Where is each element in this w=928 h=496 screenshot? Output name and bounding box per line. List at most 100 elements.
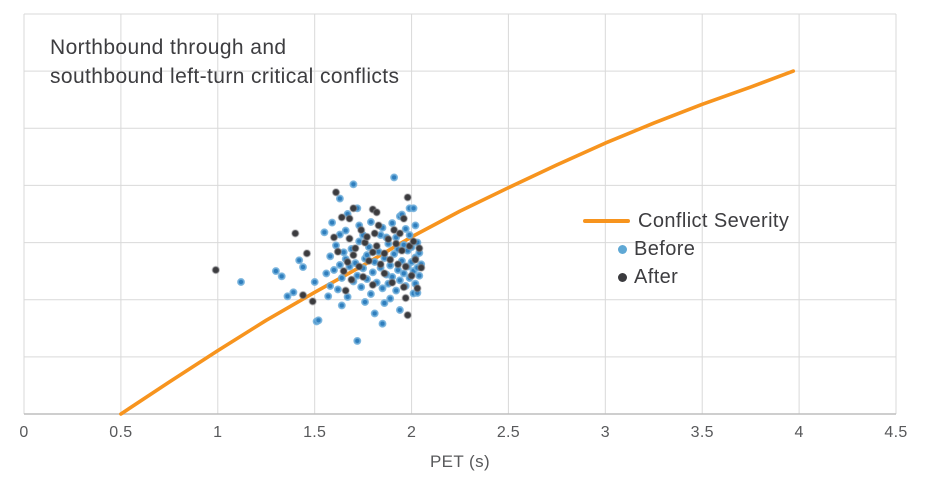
scatter-point-after: [357, 225, 366, 235]
scatter-point-before: [357, 283, 366, 292]
scatter-point-after: [347, 275, 356, 284]
scatter-point-before: [388, 219, 397, 228]
x-tick-label: 0.5: [109, 424, 133, 441]
x-axis-ticks: 0 0.5 1 1.5 2 2.5 3 3.5 4 4.5: [0, 424, 928, 444]
scatter-point-before: [353, 336, 362, 345]
scatter-point-before: [277, 272, 286, 281]
scatter-point-after: [343, 257, 352, 267]
scatter-point-before: [415, 271, 424, 280]
scatter-point-after: [415, 244, 424, 253]
scatter-point-after: [401, 293, 410, 303]
scatter-point-before: [299, 263, 307, 272]
scatter-point-after: [333, 247, 343, 256]
scatter-point-before: [370, 309, 379, 318]
scatter-point-before: [390, 173, 399, 182]
scatter-point-after: [339, 266, 348, 276]
scatter-point-before: [314, 316, 323, 325]
scatter-point-after: [358, 272, 368, 282]
scatter-point-after: [386, 255, 395, 264]
scatter-point-before: [399, 269, 408, 278]
scatter-point-after: [364, 256, 374, 266]
scatter-point-before: [349, 180, 358, 189]
scatter-point-after: [384, 234, 393, 244]
scatter-point-before: [295, 256, 304, 265]
scatter-point-after: [341, 286, 350, 295]
scatter-point-after: [372, 208, 381, 217]
scatter-point-after: [372, 241, 381, 251]
scatter-point-after: [355, 262, 364, 271]
scatter-point-after: [407, 271, 416, 280]
scatter-point-before: [310, 278, 319, 286]
x-tick-label: 2.5: [496, 424, 521, 441]
scatter-point-before: [366, 218, 375, 226]
scatter-point-after: [399, 214, 408, 223]
chart-title: Northbound through and southbound left-t…: [50, 33, 399, 91]
scatter-point-before: [395, 276, 404, 285]
scatter-point-before: [361, 298, 369, 306]
scatter-point-after: [308, 297, 317, 306]
scatter-point-after: [403, 310, 412, 320]
scatter-point-after: [368, 280, 377, 290]
scatter-point-before: [386, 294, 395, 303]
scatter-point-before: [335, 260, 344, 269]
scatter-point-after: [368, 248, 377, 257]
scatter-point-after: [399, 282, 408, 292]
x-tick-label: 2: [406, 424, 417, 441]
scatter-point-before: [326, 252, 335, 261]
scatter-point-before: [337, 274, 346, 282]
scatter-point-after: [345, 234, 354, 243]
scatter-point-after: [411, 255, 420, 264]
x-axis-title: PET (s): [429, 452, 491, 471]
scatter-point-before: [326, 282, 335, 290]
scatter-point-after: [337, 213, 346, 222]
scatter-point-before: [328, 218, 337, 227]
scatter-point-before: [401, 224, 410, 233]
legend-item-before: Before: [583, 238, 789, 260]
scatter-point-after: [388, 278, 397, 287]
scatter-point-after: [211, 265, 221, 275]
scatter-point-after: [417, 263, 426, 272]
legend-label-after: After: [634, 265, 679, 288]
x-tick-label: 0: [19, 424, 29, 441]
scatter-point-after: [302, 249, 312, 258]
scatter-point-before: [378, 284, 387, 293]
scatter-point-before: [392, 286, 401, 295]
conflict-severity-curve: [119, 69, 796, 416]
legend: Conflict Severity Before After: [583, 210, 789, 288]
legend-item-conflict-severity: Conflict Severity: [583, 210, 789, 232]
scatter-point-after: [409, 237, 418, 246]
scatter-point-after: [329, 233, 339, 242]
scatter-point-before: [332, 241, 340, 250]
scatter-point-after: [331, 188, 341, 197]
x-tick-label: 1: [213, 424, 223, 441]
scatter-point-after: [349, 250, 358, 260]
scatter-point-before: [324, 292, 333, 301]
scatter-point-after: [362, 232, 372, 242]
x-tick-label: 3: [600, 424, 610, 441]
scatter-point-after: [397, 246, 407, 255]
scatter-point-before: [411, 221, 420, 230]
scatter-point-after: [291, 229, 300, 238]
scatter-point-after: [395, 229, 405, 238]
scatter-point-before: [409, 204, 418, 213]
scatter-point-after: [374, 221, 383, 230]
scatter-point-before: [368, 268, 377, 277]
scatter-point-after: [413, 284, 422, 293]
scatter-point-before: [335, 194, 344, 203]
scatter-point-after: [345, 214, 354, 223]
chart-title-line1: Northbound through and: [50, 36, 287, 59]
scatter-point-after: [376, 260, 385, 269]
x-tick-label: 3.5: [690, 424, 714, 441]
scatter-point-after: [389, 225, 399, 235]
scatter-point-before: [405, 231, 414, 240]
scatter-point-after: [403, 193, 412, 202]
scatter-point-before: [283, 292, 292, 301]
scatter-point-before: [335, 230, 344, 239]
legend-dot-after: [618, 272, 627, 282]
chart-title-line2: southbound left-turn critical conflicts: [50, 65, 400, 88]
x-tick-label: 4: [794, 424, 804, 441]
scatter-point-before: [330, 266, 338, 274]
scatter-point-before: [322, 269, 331, 278]
